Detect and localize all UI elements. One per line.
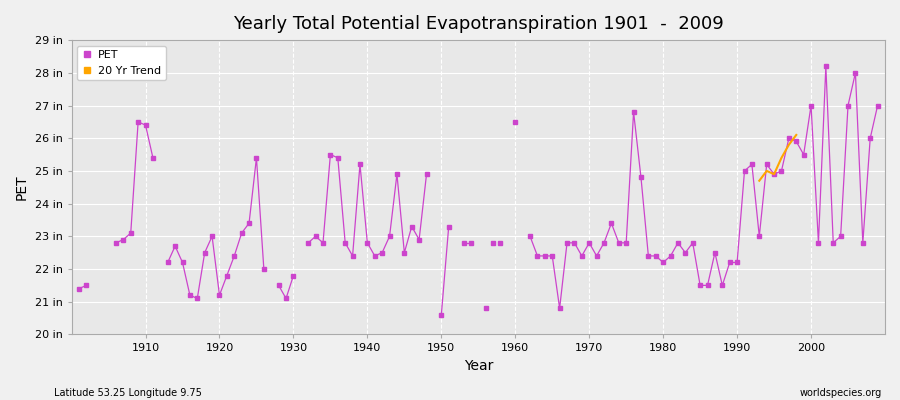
Legend: PET, 20 Yr Trend: PET, 20 Yr Trend bbox=[77, 46, 166, 80]
Text: worldspecies.org: worldspecies.org bbox=[800, 388, 882, 398]
X-axis label: Year: Year bbox=[464, 359, 493, 373]
Text: Latitude 53.25 Longitude 9.75: Latitude 53.25 Longitude 9.75 bbox=[54, 388, 202, 398]
Y-axis label: PET: PET bbox=[15, 174, 29, 200]
Title: Yearly Total Potential Evapotranspiration 1901  -  2009: Yearly Total Potential Evapotranspiratio… bbox=[233, 15, 724, 33]
